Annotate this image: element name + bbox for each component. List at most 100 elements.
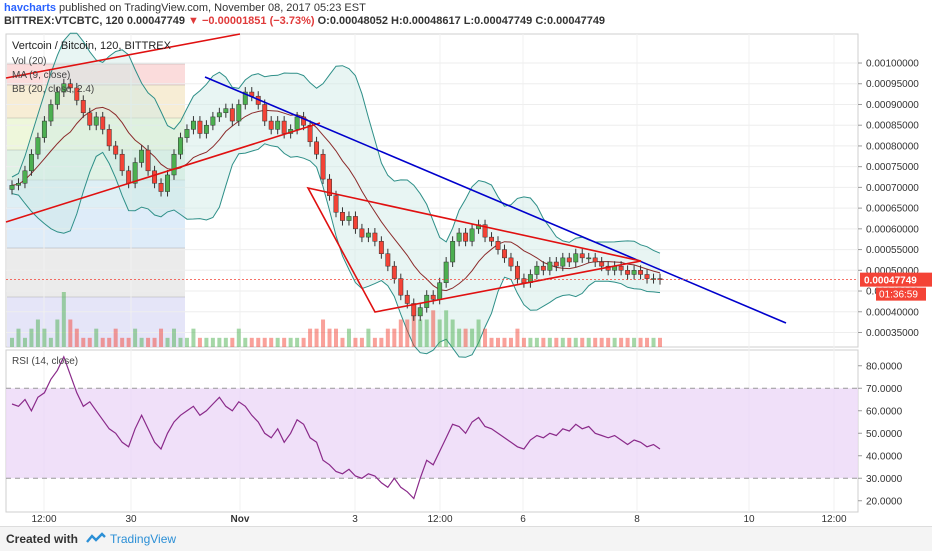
volume-bar bbox=[353, 337, 358, 347]
candle-body bbox=[599, 261, 605, 267]
volume-bar bbox=[22, 337, 27, 347]
candle-body bbox=[152, 170, 158, 184]
descending-trendline bbox=[204, 76, 787, 324]
symbol-line: BITTREX:VTCBTC, 120 0.00047749 ▼ −0.0000… bbox=[4, 15, 605, 27]
rsi-tick-label: 40.0000 bbox=[866, 451, 903, 462]
candle-body bbox=[67, 83, 73, 89]
candle-body bbox=[437, 282, 443, 300]
candle-body bbox=[450, 241, 456, 263]
candle-body bbox=[307, 124, 313, 143]
candle-body bbox=[378, 241, 384, 254]
lower-channel-line bbox=[5, 122, 321, 223]
candle-body bbox=[333, 195, 339, 213]
publish-line: havcharts published on TradingView.com, … bbox=[4, 2, 366, 14]
volume-bar bbox=[658, 337, 662, 347]
candle-body bbox=[443, 261, 449, 283]
volume-bar bbox=[334, 328, 338, 347]
y-tick-label: 0.00040000 bbox=[866, 307, 919, 318]
x-tick-label: 30 bbox=[125, 514, 137, 525]
candle-body bbox=[236, 104, 242, 122]
volume-bar bbox=[184, 337, 189, 347]
candle-body bbox=[9, 185, 15, 190]
candle-body bbox=[301, 116, 307, 126]
volume-bar bbox=[554, 337, 559, 347]
candle-body bbox=[625, 270, 631, 275]
volume-bar bbox=[612, 337, 617, 347]
candle-body bbox=[158, 182, 164, 192]
volume-bar bbox=[599, 337, 604, 347]
candle-body bbox=[521, 278, 527, 283]
volume-bar bbox=[411, 310, 416, 347]
candle-body bbox=[618, 265, 624, 271]
countdown-badge bbox=[876, 287, 926, 301]
candle-body bbox=[631, 270, 637, 275]
price-value: 0.00047749 bbox=[126, 15, 185, 27]
candle-body bbox=[385, 253, 391, 267]
tradingview-brand[interactable]: TradingView bbox=[110, 532, 177, 546]
chart-canvas[interactable]: 0.00100000 0.00095000 0.00090000 0.00085000… bbox=[0, 0, 932, 526]
candle-body bbox=[242, 91, 248, 105]
volume-bar bbox=[359, 337, 364, 347]
candle-body bbox=[229, 108, 235, 122]
candle-body bbox=[126, 170, 132, 184]
volume-bar bbox=[586, 337, 591, 347]
volume-bar bbox=[48, 337, 53, 347]
volume-bar bbox=[515, 328, 520, 347]
volume-bar bbox=[431, 310, 436, 347]
candle-body bbox=[352, 216, 358, 230]
candle-body bbox=[119, 153, 125, 172]
candle-body bbox=[61, 83, 67, 93]
candle-body bbox=[411, 303, 417, 317]
candle-body bbox=[463, 232, 469, 242]
publish-info: published on TradingView.com, November 0… bbox=[55, 2, 366, 14]
candle-body bbox=[430, 294, 436, 300]
created-with-label: Created with bbox=[6, 532, 79, 546]
candle-body bbox=[314, 141, 320, 155]
volume-bar bbox=[521, 337, 526, 347]
candle-body bbox=[346, 216, 352, 221]
volume-bar bbox=[165, 337, 170, 347]
candle-body bbox=[651, 278, 656, 280]
username-link[interactable]: havcharts bbox=[4, 2, 56, 14]
candle-body bbox=[203, 124, 209, 134]
volume-bar bbox=[346, 328, 351, 347]
volume-bar bbox=[321, 319, 326, 347]
volume-bar bbox=[55, 319, 60, 347]
candle-body bbox=[35, 137, 41, 155]
volume-bar bbox=[567, 337, 572, 347]
volume-bar bbox=[16, 328, 21, 347]
rsi-tick-label: 30.0000 bbox=[866, 474, 903, 485]
volume-bar bbox=[113, 328, 118, 347]
candle-body bbox=[262, 104, 268, 122]
candle-body bbox=[359, 228, 365, 238]
volume-bar bbox=[223, 337, 228, 347]
candle-body bbox=[502, 249, 507, 259]
candle-body bbox=[553, 261, 559, 267]
y-tick-label: 0.00100000 bbox=[866, 59, 919, 70]
volume-bar bbox=[340, 337, 345, 347]
volume-bar bbox=[385, 328, 390, 347]
volume-bar bbox=[457, 328, 462, 347]
volume-bar bbox=[146, 337, 151, 347]
fib-zone bbox=[7, 208, 185, 248]
volume-bar bbox=[256, 337, 261, 347]
legend-volume: Vol (20) bbox=[12, 56, 46, 67]
volume-bar bbox=[249, 337, 254, 347]
volume-bar bbox=[107, 337, 112, 347]
y-tick-label: 0.00065000 bbox=[866, 204, 919, 215]
volume-bar bbox=[398, 319, 403, 347]
candle-body bbox=[294, 116, 300, 130]
x-tick-label: Nov bbox=[231, 514, 250, 525]
volume-bar bbox=[269, 337, 274, 347]
x-tick-label: 6 bbox=[520, 514, 526, 525]
candle-body bbox=[592, 257, 598, 263]
volume-bar bbox=[29, 328, 34, 347]
candle-body bbox=[100, 116, 106, 130]
symmetrical-triangle bbox=[306, 186, 642, 313]
last-price-badge bbox=[860, 272, 932, 287]
y-tick-label: 0.00035000 bbox=[866, 328, 919, 339]
candle-body bbox=[171, 153, 177, 176]
rsi-tick-label: 50.0000 bbox=[866, 429, 903, 440]
volume-bar bbox=[126, 337, 131, 347]
candle-body bbox=[74, 87, 80, 101]
